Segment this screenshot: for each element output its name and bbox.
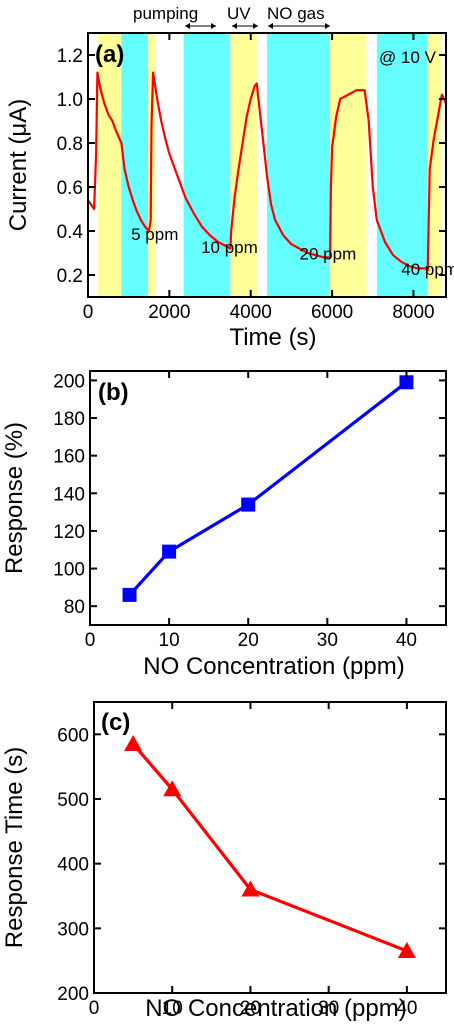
y-tick-label: 300 — [57, 919, 89, 940]
data-point — [124, 735, 143, 752]
exposure-band — [98, 33, 122, 297]
y-tick-label: 600 — [57, 725, 89, 746]
x-tick-label: 2000 — [148, 302, 190, 323]
exposure-band — [427, 33, 442, 297]
data-point — [399, 375, 414, 390]
x-tick-label: 40 — [396, 998, 417, 1019]
concentration-label: 10 ppm — [201, 238, 258, 257]
exposure-band — [267, 33, 331, 297]
plot-frame — [87, 32, 447, 298]
y-axis-title: Current (μA) — [5, 99, 32, 232]
y-tick-label: 100 — [53, 560, 85, 581]
phase-arrow-head — [253, 23, 258, 29]
exposure-band — [230, 33, 258, 297]
exposure-band — [183, 33, 231, 297]
x-tick-label: 4000 — [230, 302, 272, 323]
data-point — [241, 497, 256, 512]
series-line — [88, 71, 446, 272]
phase-arrow-head — [211, 23, 216, 29]
panel-label: (a) — [95, 41, 124, 68]
plot-frame — [89, 370, 447, 626]
x-tick-label: 0 — [89, 998, 100, 1019]
data-point — [241, 880, 260, 897]
x-tick-label: 0 — [83, 302, 94, 323]
x-tick-label: 30 — [317, 630, 338, 651]
y-tick-label: 160 — [53, 447, 85, 468]
y-tick-label: 0.2 — [57, 266, 83, 287]
exposure-band — [121, 33, 149, 297]
y-tick-label: 1.0 — [57, 90, 83, 111]
concentration-label: 5 ppm — [131, 225, 178, 244]
y-tick-label: 180 — [53, 409, 85, 430]
x-axis-title: Time (s) — [229, 324, 316, 351]
y-tick-label: 0.8 — [57, 134, 83, 155]
x-tick-label: 20 — [238, 630, 259, 651]
y-tick-label: 0.4 — [57, 222, 84, 243]
y-tick-label: 200 — [57, 984, 89, 1005]
panel-b-chart: 0 10 20 30 40 80 100 120 140 160 180 200 NO Concentr… — [1, 370, 447, 680]
phase-arrow-head — [325, 23, 330, 29]
y-axis-title: Response (%) — [1, 422, 28, 574]
y-tick-label: 0.6 — [57, 178, 83, 199]
x-tick-label: 30 — [318, 998, 339, 1019]
phase-arrow-head — [232, 23, 237, 29]
exposure-band — [376, 33, 428, 297]
y-tick-label: 200 — [53, 371, 85, 392]
y-tick-label: 500 — [57, 790, 89, 811]
x-tick-label: 40 — [396, 630, 417, 651]
x-tick-label: 6000 — [311, 302, 353, 323]
panel-a-chart: 0 2000 4000 6000 8000 0.2 0.4 0.6 0.8 1.0 1.2 Time … — [5, 4, 454, 351]
data-point — [122, 587, 137, 602]
y-tick-label: 80 — [64, 597, 85, 618]
phase-arrow-head — [268, 23, 273, 29]
x-tick-label: 10 — [159, 630, 180, 651]
y-tick-label: 140 — [53, 484, 85, 505]
y-tick-label: 120 — [53, 522, 85, 543]
x-axis-title: NO Concentration (ppm) — [143, 653, 404, 680]
series-line — [131, 742, 408, 953]
plot-frame — [93, 701, 447, 994]
panel-label: (b) — [98, 379, 129, 406]
x-tick-label: 10 — [162, 998, 183, 1019]
phase-label: UV — [227, 4, 251, 23]
y-tick-label: 400 — [57, 855, 89, 876]
concentration-label: 40 ppm — [401, 260, 454, 279]
voltage-note: @ 10 V — [379, 48, 437, 67]
data-point — [397, 941, 416, 958]
y-tick-label: 1.2 — [57, 46, 83, 67]
y-axis-title: Response Time (s) — [1, 747, 28, 948]
series-line — [128, 381, 408, 596]
panel-c-chart: 0 10 20 30 40 200 300 400 500 600 NO Concentration… — [1, 701, 447, 1022]
panel-label: (c) — [101, 709, 130, 736]
x-tick-label: 0 — [85, 630, 96, 651]
x-axis-title: NO Concentration (ppm) — [145, 995, 406, 1022]
data-point — [163, 780, 182, 797]
data-point — [162, 544, 177, 559]
x-tick-label: 20 — [240, 998, 261, 1019]
phase-label: NO gas — [267, 4, 325, 23]
exposure-band — [330, 33, 367, 297]
phase-label: pumping — [133, 4, 198, 23]
phase-arrow-head — [185, 23, 190, 29]
concentration-label: 20 ppm — [300, 245, 357, 264]
x-tick-label: 8000 — [392, 302, 434, 323]
